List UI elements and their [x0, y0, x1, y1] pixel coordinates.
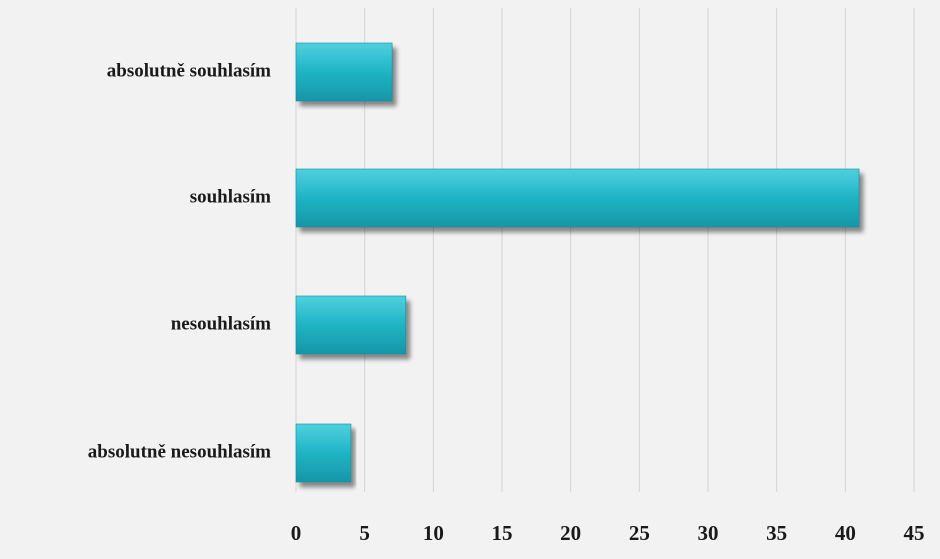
- x-tick-label-10: 10: [423, 521, 444, 545]
- bars: [295, 42, 860, 483]
- bar-nesouhlasim: [295, 295, 407, 355]
- x-tick-label-5: 5: [359, 521, 370, 545]
- x-tick-label-45: 45: [904, 521, 925, 545]
- bar-souhlasim: [295, 168, 860, 228]
- x-tick-label-25: 25: [629, 521, 650, 545]
- x-axis-tick-labels: 0 5 10 15 20 25 30 35 40 45: [291, 521, 925, 545]
- category-label-absolutne-souhlasim: absolutně souhlasím: [107, 60, 271, 81]
- x-tick-label-20: 20: [560, 521, 581, 545]
- x-tick-label-40: 40: [835, 521, 856, 545]
- category-labels: absolutně souhlasím souhlasím nesouhlasím a…: [88, 60, 271, 462]
- category-label-nesouhlasim: nesouhlasím: [171, 313, 271, 334]
- category-label-souhlasim: souhlasím: [190, 186, 271, 207]
- x-tick-label-15: 15: [492, 521, 513, 545]
- category-label-absolutne-nesouhlasim: absolutně nesouhlasím: [88, 441, 271, 462]
- x-tick-label-35: 35: [766, 521, 787, 545]
- bar-absolutne-souhlasim: [295, 42, 393, 102]
- x-tick-label-0: 0: [291, 521, 302, 545]
- x-tick-label-30: 30: [698, 521, 719, 545]
- bar-absolutne-nesouhlasim: [295, 423, 352, 483]
